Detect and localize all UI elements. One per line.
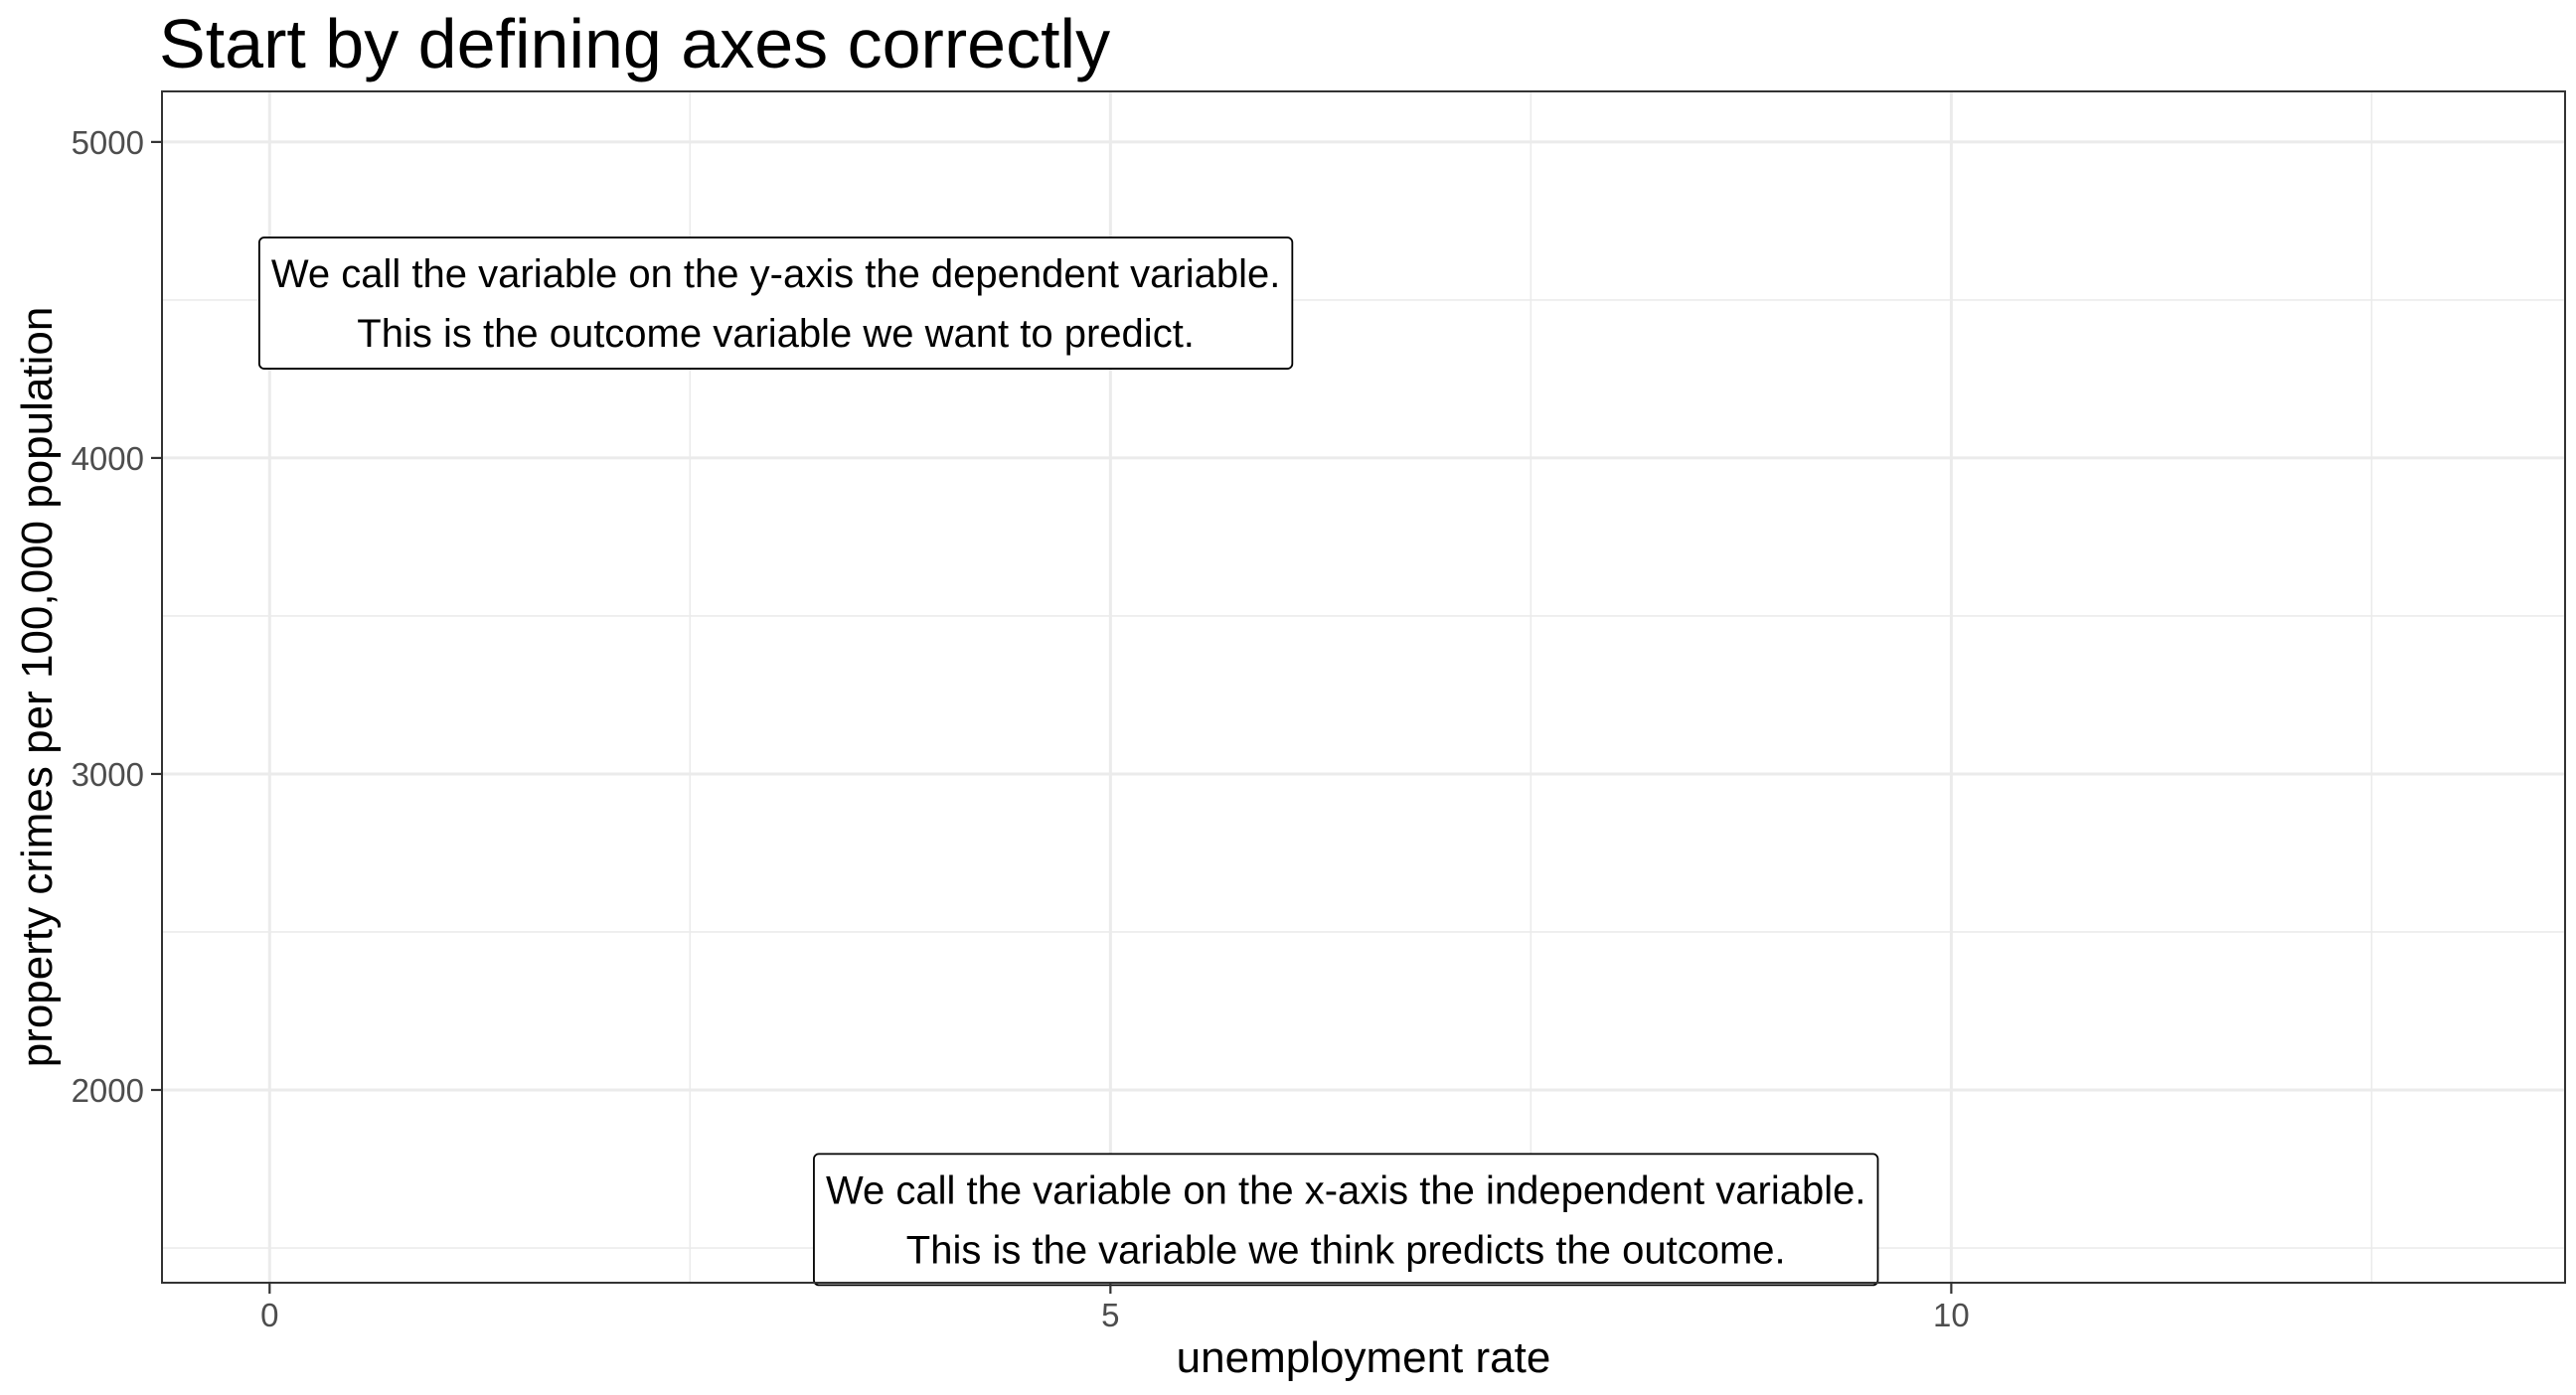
y-axis-title: property crimes per 100,000 population [13, 307, 62, 1068]
x-tick-label: 10 [1933, 1297, 1970, 1333]
annotation-line: We call the variable on the x-axis the i… [826, 1168, 1866, 1212]
annotation-line: This is the outcome variable we want to … [357, 312, 1195, 356]
annotations: We call the variable on the y-axis the d… [257, 236, 1879, 1287]
major-grid [162, 91, 2565, 1283]
y-tick-label: 5000 [72, 124, 144, 161]
annotation-label: We call the variable on the y-axis the d… [257, 236, 1294, 370]
annotation-line: We call the variable on the y-axis the d… [271, 252, 1280, 296]
annotation-box [257, 236, 1294, 370]
annotation-label: We call the variable on the x-axis the i… [813, 1153, 1879, 1287]
annotation-line: This is the variable we think predicts t… [906, 1228, 1786, 1272]
y-tick-label: 4000 [72, 440, 144, 477]
plot-panel-border [161, 90, 2566, 1284]
x-tick-label: 0 [260, 1297, 278, 1333]
x-tick-label: 5 [1101, 1297, 1119, 1333]
y-tick-label: 2000 [72, 1072, 144, 1109]
y-axis: 2000 3000 4000 5000 [72, 124, 162, 1109]
y-tick-label: 3000 [72, 756, 144, 793]
x-axis: 0 5 10 [260, 1283, 1970, 1333]
annotation-box [813, 1153, 1879, 1287]
x-axis-title: unemployment rate [1177, 1333, 1551, 1382]
chart-title: Start by defining axes correctly [159, 5, 1110, 82]
